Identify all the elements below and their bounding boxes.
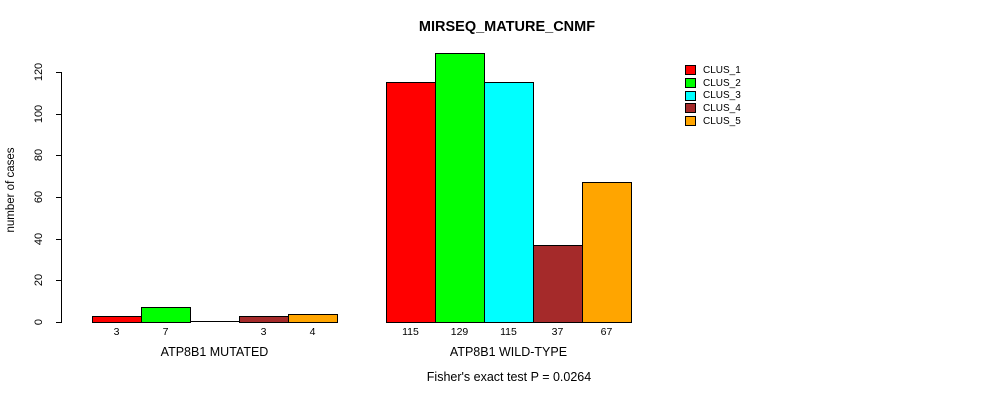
- legend: CLUS_1 CLUS_2 CLUS_3 CLUS_4 CLUS_5: [685, 64, 741, 127]
- group-label: ATP8B1 WILD-TYPE: [449, 345, 568, 359]
- legend-row: CLUS_3: [685, 89, 741, 102]
- bar-clus_1: [386, 82, 436, 323]
- y-axis-tick: [56, 322, 61, 323]
- y-axis-tick-label: 0: [33, 318, 45, 326]
- bar-clus_3: [484, 82, 534, 323]
- y-axis-tick-label: 20: [33, 274, 45, 287]
- bar-clus_4: [533, 245, 583, 323]
- bar-clus_5: [288, 314, 338, 323]
- y-axis-tick: [56, 113, 61, 115]
- legend-swatch-icon: [685, 103, 696, 114]
- bar-clus_2: [435, 53, 485, 323]
- legend-row: CLUS_2: [685, 77, 741, 90]
- chart-title: MIRSEQ_MATURE_CNMF: [418, 19, 596, 35]
- bar-clus_1: [92, 316, 142, 323]
- legend-row: CLUS_5: [685, 115, 741, 128]
- y-axis-line: [61, 72, 62, 323]
- legend-label: CLUS_2: [703, 77, 741, 89]
- legend-label: CLUS_3: [703, 90, 741, 102]
- legend-swatch-icon: [685, 116, 696, 127]
- y-axis-tick-label: 80: [33, 149, 45, 162]
- bar-value-label: 3: [260, 326, 267, 338]
- y-axis-label: number of cases: [5, 147, 17, 233]
- legend-swatch-icon: [685, 90, 696, 101]
- bar-clus_4: [239, 316, 289, 323]
- bar-clus_2: [141, 307, 191, 323]
- legend-swatch-icon: [685, 78, 696, 89]
- y-axis-tick: [56, 280, 61, 282]
- bar-value-label: 129: [450, 326, 469, 338]
- bar-value-label: 115: [500, 326, 517, 338]
- legend-label: CLUS_5: [703, 115, 741, 127]
- legend-row: CLUS_1: [685, 64, 741, 77]
- y-axis-tick-label: 120: [33, 62, 45, 82]
- bar-value-label: 4: [309, 326, 316, 338]
- bar-value-label: 37: [551, 326, 564, 338]
- y-axis-tick: [56, 155, 61, 157]
- y-axis-tick-label: 60: [33, 190, 45, 204]
- y-axis-tick: [56, 72, 61, 73]
- bar-clus_3-zero: [190, 321, 240, 322]
- bar-clus_5: [582, 182, 632, 323]
- legend-label: CLUS_1: [703, 64, 741, 76]
- y-axis-tick-label: 40: [33, 232, 45, 245]
- bar-value-label: 115: [402, 326, 419, 338]
- legend-swatch-icon: [685, 65, 696, 76]
- bar-value-label: 3: [113, 326, 120, 338]
- bar-value-label: 7: [162, 326, 169, 338]
- legend-label: CLUS_4: [703, 102, 741, 114]
- group-label: ATP8B1 MUTATED: [160, 345, 269, 359]
- bar-value-label: 67: [600, 326, 613, 338]
- y-axis-tick: [56, 238, 61, 240]
- y-axis-tick: [56, 197, 61, 198]
- y-axis-tick-label: 100: [33, 104, 45, 123]
- legend-row: CLUS_4: [685, 102, 741, 115]
- fisher-test-annotation: Fisher's exact test P = 0.0264: [426, 370, 592, 384]
